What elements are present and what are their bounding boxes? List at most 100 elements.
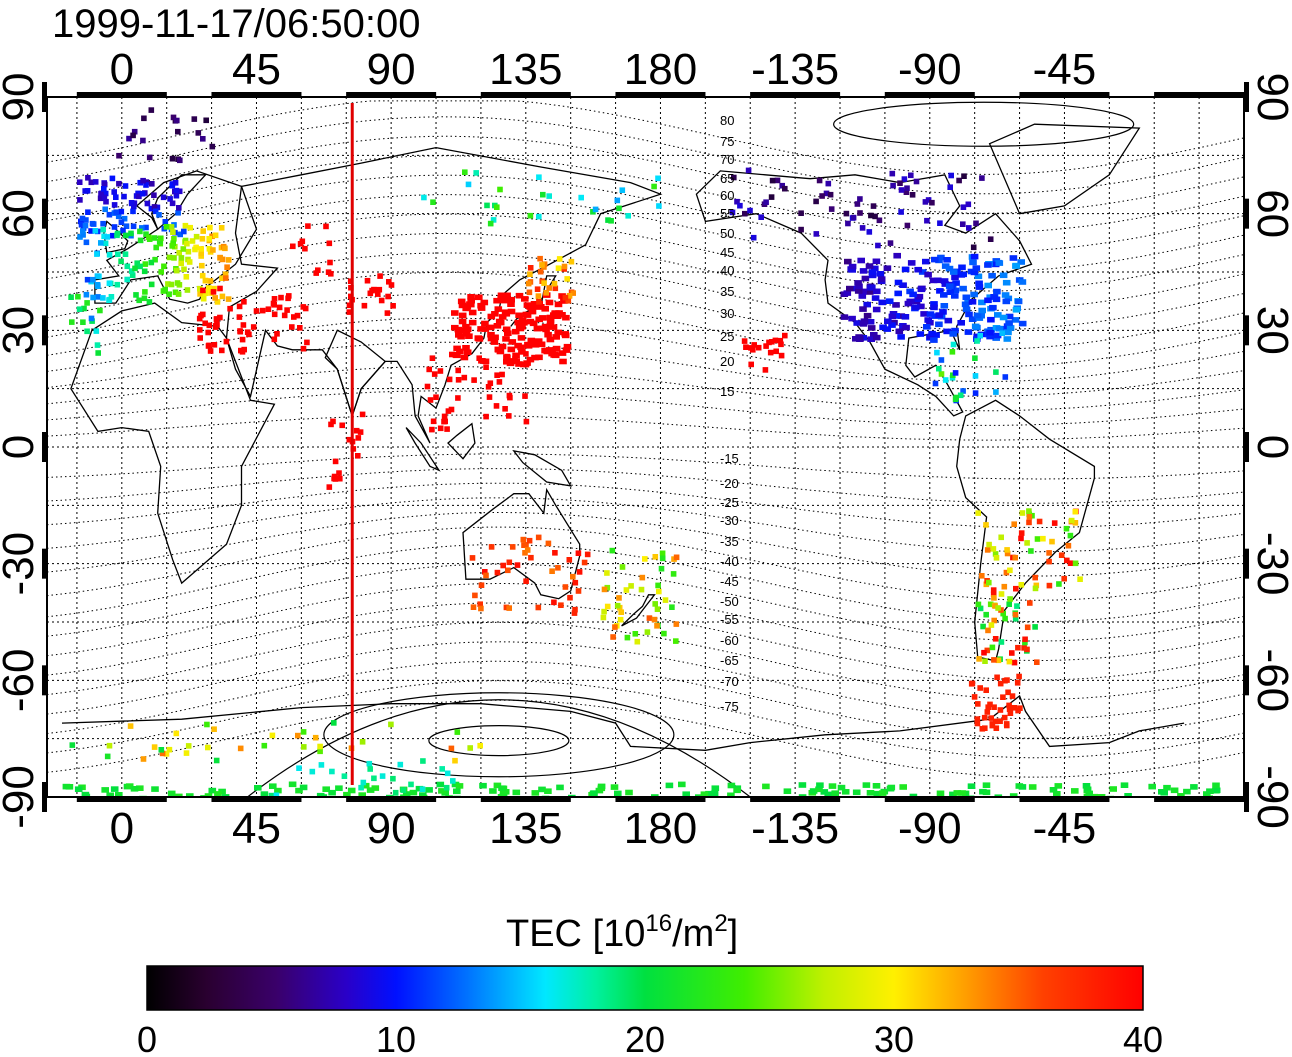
tec-cell [924, 271, 932, 278]
tec-cell [572, 579, 579, 586]
tec-cell [783, 788, 792, 794]
frame-band-right [1244, 665, 1249, 696]
tec-cell [527, 212, 534, 219]
tec-cell [997, 680, 1004, 687]
mag-contour [47, 390, 1244, 426]
tec-cell [857, 196, 863, 202]
frame-band-bottom [346, 797, 437, 802]
tec-cell [124, 263, 131, 270]
y-tick-right: -60 [1248, 649, 1292, 713]
tec-cell [160, 194, 167, 201]
x-tick-top: 0 [110, 45, 134, 94]
tec-cell [1056, 581, 1062, 587]
mag-contour [47, 497, 1244, 553]
tec-cell [944, 317, 953, 324]
tec-cell [364, 277, 371, 284]
tec-cell [614, 790, 622, 797]
tec-cell [178, 260, 184, 267]
tec-cell [347, 787, 356, 794]
tec-cell [995, 657, 1002, 664]
tec-cell [1190, 784, 1198, 790]
tec-cell [427, 397, 434, 403]
tec-cell [426, 366, 432, 373]
tec-cell [762, 783, 770, 790]
tec-cell [979, 573, 985, 579]
tec-cell [141, 295, 148, 302]
tec-cell [659, 555, 666, 562]
tec-cell [798, 782, 807, 788]
tec-cell [820, 789, 829, 795]
tec-cell [300, 729, 307, 735]
tec-cell [892, 313, 901, 319]
tec-cell [1014, 680, 1021, 686]
tec-cell [1046, 558, 1052, 565]
tec-cell [898, 187, 905, 193]
tec-cell [998, 607, 1004, 613]
frame-band-bottom [1154, 797, 1245, 802]
tec-cell [507, 296, 515, 303]
tec-cell [940, 292, 948, 298]
tec-cell [181, 266, 187, 273]
tec-cell [481, 326, 490, 332]
tec-cell [185, 743, 192, 749]
tec-cell [1015, 644, 1021, 651]
colorbar-title-exp2: 2 [714, 910, 727, 937]
tec-cell [888, 313, 897, 320]
tec-cell [873, 288, 881, 295]
tec-cell [1163, 784, 1171, 791]
tec-cell [990, 591, 997, 598]
tec-cell [899, 784, 907, 790]
tec-cell [200, 228, 206, 234]
tec-cell [1003, 336, 1012, 342]
x-tick-bottom: 180 [624, 804, 697, 853]
tec-cell [189, 238, 196, 244]
tec-cell [578, 194, 584, 201]
tec-cell [939, 309, 947, 315]
tec-cell [478, 582, 485, 588]
tec-cell [993, 369, 999, 375]
tec-cell [288, 781, 297, 788]
tec-cell [122, 251, 129, 257]
tec-cell [106, 792, 114, 797]
tec-cell [213, 757, 220, 764]
tec-cell [121, 215, 128, 222]
tec-cell [1014, 603, 1020, 609]
tec-cell [168, 281, 175, 288]
tec-cell [1018, 582, 1025, 588]
tec-cell [183, 750, 190, 756]
tec-cell [128, 230, 134, 237]
x-tick-top: -135 [751, 45, 839, 94]
tec-cell [186, 793, 194, 797]
tec-cell [508, 339, 517, 345]
mag-contour [47, 602, 1244, 681]
tec-cell [219, 347, 225, 354]
tec-cell [1090, 793, 1098, 797]
tec-cell [173, 192, 180, 199]
tec-cell [130, 208, 136, 215]
frame-band-top [750, 92, 841, 97]
tec-cell [504, 330, 512, 336]
tec-cell [197, 291, 203, 297]
tec-cell [727, 782, 736, 789]
tec-cell [200, 295, 207, 302]
tec-cell [115, 213, 122, 220]
tec-cell [457, 298, 466, 305]
tec-cell [114, 230, 121, 237]
tec-cell [505, 567, 511, 574]
tec-cell [999, 330, 1005, 336]
tec-cell [419, 786, 426, 792]
tec-cell [567, 594, 573, 601]
tec-cell [143, 231, 149, 237]
tec-cell [972, 355, 978, 361]
colorbar-title-end: ] [728, 913, 739, 955]
tec-cell [76, 306, 83, 312]
mag-contour [47, 512, 1244, 577]
tec-cell [355, 435, 362, 441]
tec-cell [295, 732, 301, 739]
tec-cell [359, 411, 366, 418]
tec-cell [673, 638, 679, 644]
tec-cell [894, 279, 903, 286]
tec-cell [100, 226, 106, 233]
colorbar-gradient [146, 965, 1144, 1011]
